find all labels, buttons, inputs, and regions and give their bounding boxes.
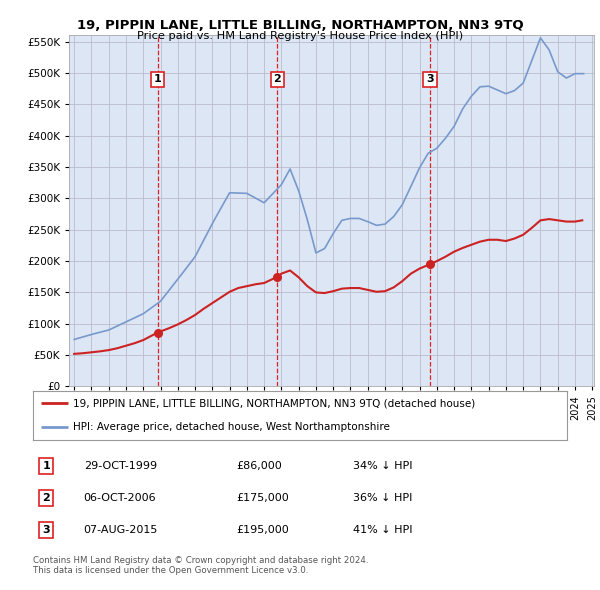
Text: 3: 3: [426, 74, 434, 84]
Text: £195,000: £195,000: [236, 525, 289, 535]
Text: 29-OCT-1999: 29-OCT-1999: [84, 461, 157, 471]
Text: This data is licensed under the Open Government Licence v3.0.: This data is licensed under the Open Gov…: [33, 566, 308, 575]
Text: 36% ↓ HPI: 36% ↓ HPI: [353, 493, 413, 503]
Text: £175,000: £175,000: [236, 493, 289, 503]
Text: 34% ↓ HPI: 34% ↓ HPI: [353, 461, 413, 471]
Text: 06-OCT-2006: 06-OCT-2006: [84, 493, 157, 503]
Text: HPI: Average price, detached house, West Northamptonshire: HPI: Average price, detached house, West…: [73, 422, 390, 432]
Text: 19, PIPPIN LANE, LITTLE BILLING, NORTHAMPTON, NN3 9TQ (detached house): 19, PIPPIN LANE, LITTLE BILLING, NORTHAM…: [73, 398, 475, 408]
Text: 2: 2: [43, 493, 50, 503]
Text: 07-AUG-2015: 07-AUG-2015: [84, 525, 158, 535]
Text: 1: 1: [43, 461, 50, 471]
Text: 19, PIPPIN LANE, LITTLE BILLING, NORTHAMPTON, NN3 9TQ: 19, PIPPIN LANE, LITTLE BILLING, NORTHAM…: [77, 19, 523, 32]
Text: Price paid vs. HM Land Registry's House Price Index (HPI): Price paid vs. HM Land Registry's House …: [137, 31, 463, 41]
Text: 1: 1: [154, 74, 161, 84]
Text: 2: 2: [274, 74, 281, 84]
Text: £86,000: £86,000: [236, 461, 281, 471]
Text: Contains HM Land Registry data © Crown copyright and database right 2024.: Contains HM Land Registry data © Crown c…: [33, 556, 368, 565]
Text: 41% ↓ HPI: 41% ↓ HPI: [353, 525, 413, 535]
Text: 3: 3: [43, 525, 50, 535]
